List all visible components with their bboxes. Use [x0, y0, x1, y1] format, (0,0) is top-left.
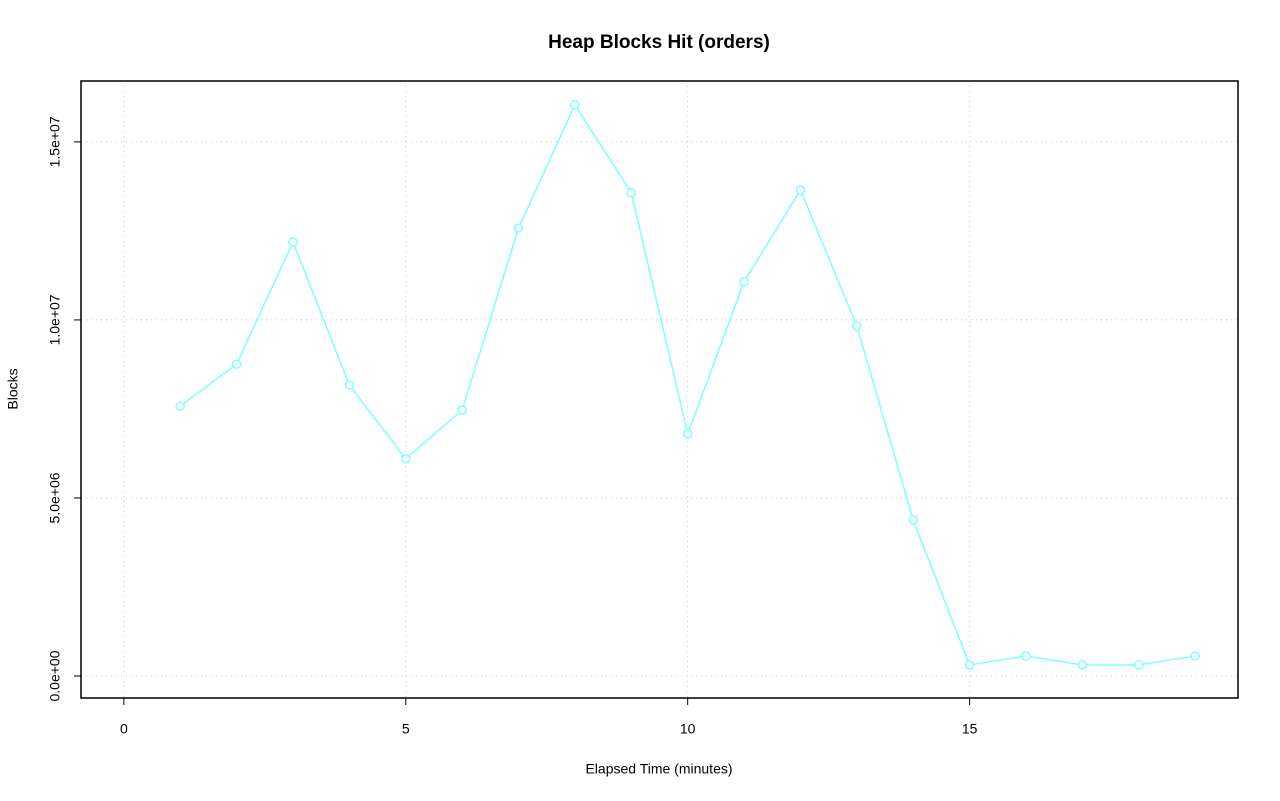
point [1021, 651, 1031, 661]
y-tick-label: 0.0e+00 [47, 650, 63, 701]
chart-title: Heap Blocks Hit (orders) [548, 32, 770, 53]
plot-frame [80, 80, 1239, 699]
y-tick-label: 1.5e+07 [47, 116, 63, 167]
point [908, 515, 918, 525]
point [682, 429, 693, 439]
x-tick-label: 10 [680, 721, 696, 737]
point [231, 359, 242, 369]
x-tick-label: 15 [962, 721, 978, 737]
point [739, 277, 749, 287]
x-axis-label: Elapsed Time (minutes) [585, 761, 732, 777]
point [626, 188, 637, 198]
point [1134, 660, 1144, 670]
point [513, 223, 524, 233]
point [175, 401, 185, 411]
point [570, 100, 580, 110]
point [344, 380, 355, 390]
point [457, 405, 467, 415]
x-tick-label: 0 [120, 721, 128, 737]
point [401, 454, 411, 464]
y-axis-label: Blocks [5, 368, 21, 409]
y-tick-label: 1.0e+07 [47, 294, 63, 345]
y-tick-label: 5.0e+06 [47, 472, 63, 523]
point [1077, 660, 1088, 670]
point [964, 660, 975, 670]
point [795, 185, 806, 195]
x-tick-label: 5 [402, 721, 410, 737]
point [1190, 651, 1200, 661]
point [288, 237, 298, 247]
point [852, 321, 862, 331]
